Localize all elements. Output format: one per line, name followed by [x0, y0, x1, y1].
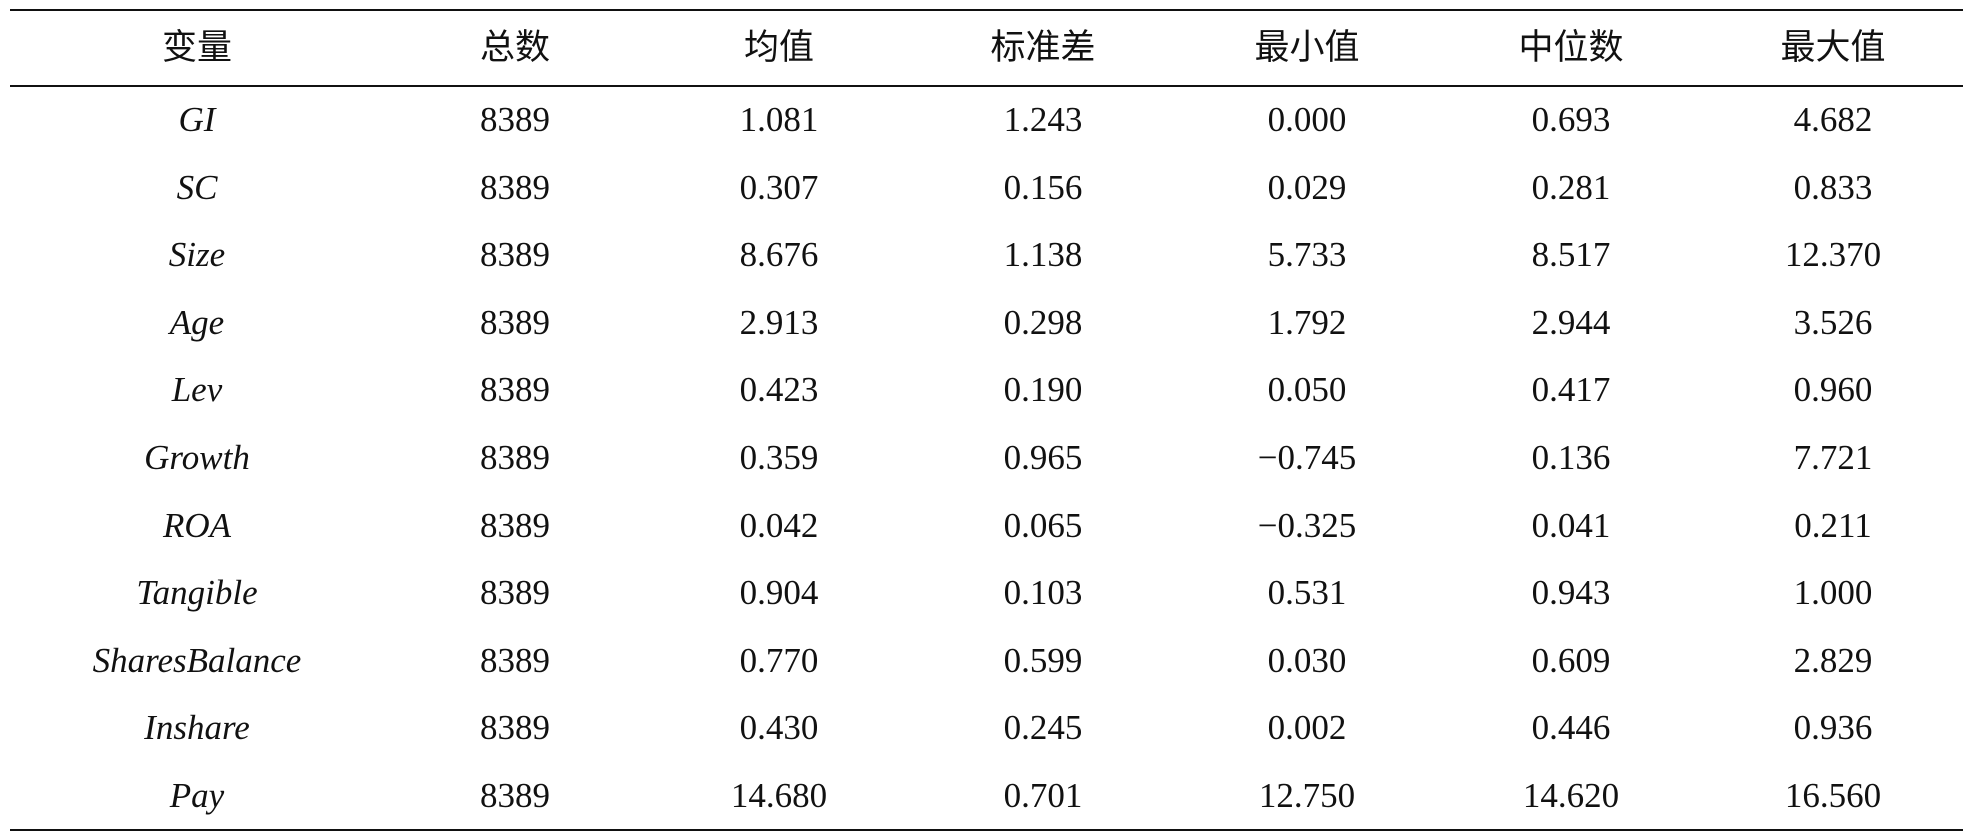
table-cell: 0.531 — [1267, 573, 1347, 613]
table-cell: 0.002 — [1267, 708, 1347, 748]
table-cell: 8389 — [480, 235, 550, 275]
table-cell: 0.211 — [1794, 505, 1872, 545]
top-rule — [10, 9, 1963, 11]
header-cell: 最小值 — [1254, 28, 1360, 67]
variable-name: Size — [168, 235, 226, 275]
table-cell: 0.943 — [1531, 573, 1611, 613]
variable-name: Tangible — [136, 573, 258, 613]
table-cell: 7.721 — [1793, 438, 1873, 477]
table-cell: 0.446 — [1531, 708, 1611, 748]
table-cell: 2.913 — [739, 302, 819, 342]
table-cell: 0.960 — [1793, 370, 1873, 410]
table-cell: 0.417 — [1531, 370, 1611, 410]
table-cell: 12.370 — [1784, 235, 1882, 275]
table-cell: 0.156 — [1003, 167, 1083, 207]
table-cell: 0.904 — [739, 573, 819, 613]
table-cell: 8389 — [480, 167, 550, 207]
table-cell: 8.676 — [739, 235, 819, 275]
table-cell: 0.833 — [1793, 167, 1873, 207]
table-cell: 0.599 — [1003, 640, 1083, 680]
table-cell: 8389 — [480, 776, 550, 815]
table-cell: 0.693 — [1531, 100, 1611, 139]
table-cell: 8389 — [480, 640, 550, 680]
table-cell: 0.281 — [1531, 167, 1611, 207]
table-cell: 1.000 — [1793, 573, 1873, 613]
table-cell: 0.050 — [1267, 370, 1347, 410]
header-cell: 标准差 — [990, 28, 1096, 67]
header-cell: 中位数 — [1518, 28, 1624, 67]
table-cell: 8389 — [480, 370, 550, 410]
table-cell: 8389 — [480, 573, 550, 613]
table-cell: 1.138 — [1003, 235, 1083, 275]
table-cell: 8389 — [480, 302, 550, 342]
table-cell: 8389 — [480, 100, 550, 139]
header-cell: 最大值 — [1780, 28, 1886, 67]
header-rule — [10, 85, 1963, 87]
variable-name: Lev — [171, 370, 223, 410]
table-cell: 16.560 — [1784, 776, 1882, 815]
table-cell: 1.243 — [1003, 100, 1083, 139]
table-cell: 0.936 — [1793, 708, 1873, 748]
table-cell: 0.770 — [739, 640, 819, 680]
table-cell: 1.792 — [1267, 302, 1347, 342]
header-cell: 变量 — [161, 28, 232, 67]
table-cell: 1.081 — [739, 100, 819, 139]
variable-name: Pay — [169, 776, 225, 815]
table-cell: 0.030 — [1267, 640, 1347, 680]
table-cell: 0.190 — [1003, 370, 1083, 410]
variable-name: SharesBalance — [92, 640, 302, 680]
table-cell: 2.944 — [1531, 302, 1611, 342]
table-cell: 0.430 — [739, 708, 819, 748]
table-cell: 0.609 — [1531, 640, 1611, 680]
table-cell: −0.325 — [1257, 505, 1357, 545]
table-cell: −0.745 — [1257, 438, 1357, 477]
table-cell: 5.733 — [1267, 235, 1347, 275]
table-cell: 0.423 — [739, 370, 819, 410]
table-cell: 0.965 — [1003, 438, 1083, 477]
table-cell: 0.103 — [1003, 573, 1083, 613]
table-cell: 2.829 — [1793, 640, 1873, 680]
table-cell: 0.136 — [1531, 438, 1611, 477]
table-cell: 0.029 — [1267, 167, 1347, 207]
table-cell: 8389 — [480, 708, 550, 748]
table-cell: 0.245 — [1003, 708, 1083, 748]
variable-name: Age — [169, 302, 225, 342]
variable-name: SC — [176, 167, 218, 207]
table-cell: 4.682 — [1793, 100, 1873, 139]
table-cell: 0.065 — [1003, 505, 1083, 545]
table-cell: 3.526 — [1793, 302, 1873, 342]
table-cell: 8389 — [480, 505, 550, 545]
table-cell: 14.620 — [1522, 776, 1620, 815]
table-cell: 0.041 — [1531, 505, 1611, 545]
variable-name: ROA — [162, 505, 232, 545]
variable-name: Growth — [144, 438, 250, 477]
table-cell: 0.701 — [1003, 776, 1083, 815]
header-cell: 总数 — [479, 28, 550, 67]
table-cell: 0.042 — [739, 505, 819, 545]
table-cell: 0.298 — [1003, 302, 1083, 342]
table-cell: 0.000 — [1267, 100, 1347, 139]
variable-name: GI — [178, 100, 216, 139]
table-cell: 0.307 — [739, 167, 819, 207]
table-cell: 12.750 — [1258, 776, 1356, 815]
variable-name: Inshare — [144, 708, 250, 748]
table-cell: 8389 — [480, 438, 550, 477]
table-cell: 8.517 — [1531, 235, 1611, 275]
table-cell: 0.359 — [739, 438, 819, 477]
header-cell: 均值 — [743, 28, 814, 67]
bottom-rule — [10, 829, 1963, 831]
table-cell: 14.680 — [730, 776, 828, 815]
